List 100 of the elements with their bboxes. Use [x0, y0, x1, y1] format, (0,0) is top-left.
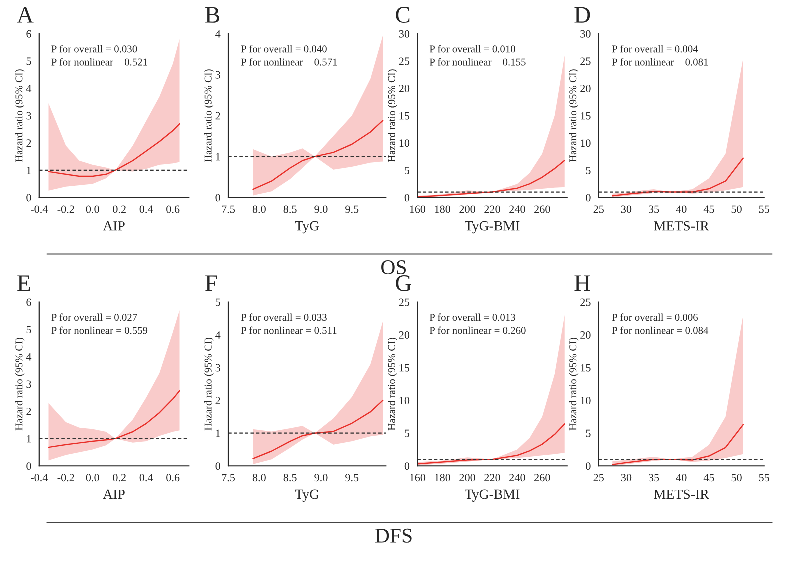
x-tick-label: 220	[484, 206, 500, 214]
annotation: P for nonlinear = 0.155	[430, 58, 526, 66]
annotation: P for overall = 0.040	[241, 45, 327, 53]
x-tick-label: 8.0	[252, 206, 266, 214]
x-tick-label: 25	[594, 206, 604, 214]
x-tick-label: 35	[649, 206, 660, 214]
x-tick-label: -0.4	[31, 206, 48, 214]
y-tick-label: 20	[399, 332, 410, 340]
x-tick-label: 45	[704, 474, 714, 482]
y-tick-label: 2	[26, 408, 32, 416]
y-tick-label: 0	[26, 462, 32, 470]
y-tick-label: 10	[581, 397, 591, 405]
y-tick-label: 6	[26, 298, 32, 306]
x-axis-title: TyG	[295, 221, 320, 234]
x-tick-label: 9.5	[346, 206, 359, 214]
y-tick-label: 10	[400, 397, 410, 405]
y-tick-label: 5	[586, 430, 591, 438]
y-tick-label: 6	[26, 30, 32, 38]
x-tick-label: 9.0	[314, 474, 328, 482]
x-tick-label: 160	[410, 206, 426, 214]
y-tick-label: 2	[216, 112, 220, 120]
y-tick-label: 5	[405, 430, 410, 438]
x-tick-label: 45	[704, 206, 714, 214]
y-tick-label: 25	[580, 298, 591, 306]
x-axis-title: TyG	[295, 490, 320, 502]
text: OS	[382, 260, 406, 275]
y-tick-label: 4	[216, 332, 221, 339]
x-tick-label: 7.5	[222, 474, 236, 482]
y-tick-label: 3	[216, 71, 220, 79]
chart-title: C	[396, 7, 410, 24]
y-tick-label: 5	[216, 298, 220, 306]
y-axis-title: Hazard ratio (95% CI)	[569, 338, 579, 431]
y-tick-label: 3	[216, 364, 220, 372]
y-tick-label: 5	[26, 58, 32, 66]
x-axis-title: METS-IR	[654, 221, 710, 231]
y-tick-label: 20	[399, 84, 410, 92]
x-tick-label: 0.2	[113, 474, 126, 482]
x-tick-label: 0.2	[113, 206, 126, 214]
x-tick-label: 55	[759, 206, 770, 214]
annotation: P for nonlinear = 0.081	[612, 58, 708, 66]
y-tick-label: 1	[27, 435, 32, 443]
y-tick-label: 0	[586, 194, 591, 202]
x-tick-label: 0.4	[140, 206, 154, 214]
x-tick-label: 25	[594, 474, 604, 482]
y-tick-label: 15	[400, 112, 410, 120]
y-tick-label: 1	[216, 430, 220, 438]
x-tick-label: 160	[410, 474, 426, 482]
annotation: P for overall = 0.027	[52, 314, 138, 322]
x-axis-title: METS-IR	[654, 490, 710, 500]
y-tick-label: 15	[400, 364, 410, 372]
x-axis-title: AIP	[103, 490, 125, 500]
y-tick-label: 30	[580, 30, 591, 38]
y-tick-label: 15	[581, 364, 591, 372]
x-tick-label: 0.0	[86, 474, 100, 482]
annotation: P for overall = 0.030	[52, 45, 138, 53]
y-tick-label: 0	[216, 194, 220, 202]
annotation: P for overall = 0.010	[430, 45, 516, 53]
y-tick-label: 0	[404, 194, 410, 202]
y-tick-label: 4	[216, 30, 221, 38]
y-tick-label: 3	[26, 112, 32, 120]
text: DFS	[375, 528, 412, 543]
chart-title: D	[574, 7, 590, 23]
x-tick-label: 180	[435, 206, 451, 214]
chart-title: G	[396, 276, 412, 292]
chart-title: E	[18, 276, 30, 292]
y-tick-label: 25	[399, 58, 410, 66]
y-tick-label: 25	[580, 58, 591, 66]
annotation: P for nonlinear = 0.084	[612, 326, 709, 334]
y-axis-title: Hazard ratio (95% CI)	[569, 70, 579, 162]
y-axis-title: Hazard ratio (95% CI)	[15, 338, 25, 431]
x-tick-label: 240	[510, 474, 526, 482]
x-tick-label: 240	[510, 206, 526, 214]
x-tick-label: 8.5	[284, 474, 297, 482]
y-tick-label: 0	[216, 462, 220, 470]
y-axis-title: Hazard ratio (95% CI)	[388, 338, 398, 431]
x-tick-label: 0.6	[166, 474, 180, 482]
y-tick-label: 10	[400, 140, 410, 148]
y-tick-label: 3	[26, 380, 32, 388]
x-tick-label: 35	[649, 474, 660, 482]
y-tick-label: 10	[581, 140, 591, 148]
x-tick-label: 0.0	[86, 206, 100, 214]
x-tick-label: 40	[676, 206, 687, 214]
x-tick-label: 30	[621, 206, 632, 214]
y-tick-label: 0	[586, 462, 591, 470]
x-tick-label: 200	[460, 206, 476, 214]
x-tick-label: 220	[484, 474, 500, 482]
y-tick-label: 2	[26, 140, 32, 147]
annotation: P for nonlinear = 0.511	[241, 326, 337, 334]
x-tick-label: 260	[534, 206, 550, 214]
x-tick-label: 0.6	[166, 206, 180, 214]
y-tick-label: 4	[26, 85, 32, 92]
x-tick-label: 50	[732, 474, 742, 482]
y-tick-label: 5	[586, 167, 591, 174]
y-axis-title: Hazard ratio (95% CI)	[204, 338, 214, 431]
y-tick-label: 20	[580, 84, 591, 92]
x-tick-label: 0.4	[140, 474, 154, 482]
y-axis-title: Hazard ratio (95% CI)	[388, 70, 398, 162]
x-tick-label: 30	[621, 474, 632, 482]
y-tick-label: 4	[26, 353, 32, 361]
chart-title: A	[17, 7, 34, 23]
